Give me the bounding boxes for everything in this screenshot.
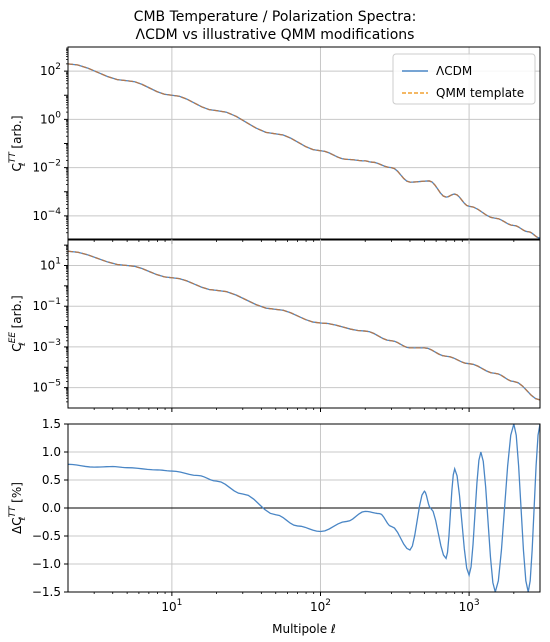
x-tick-label: 101	[161, 598, 182, 614]
x-tick-label: 102	[310, 598, 331, 614]
x-tick-base: 10	[161, 600, 176, 614]
y-label-sup: TT	[8, 505, 18, 517]
y-tick-label: 0.5	[42, 473, 61, 487]
y-tick-label: 10−1	[32, 297, 61, 313]
y-label-sub: ℓ	[18, 342, 28, 347]
axes-frame	[67, 423, 541, 593]
series-line-delta	[68, 424, 540, 592]
axes-frame	[67, 46, 541, 241]
y-tick-exp: 0	[55, 110, 61, 120]
y-axis-label: ΔCTTℓ [%]	[8, 482, 28, 534]
x-tick-exp: 1	[177, 598, 183, 608]
y-tick-exp: −1	[48, 297, 61, 307]
y-tick-label: −1.5	[32, 585, 61, 599]
y-axis-label: CEEℓ [arb.]	[8, 295, 28, 351]
y-tick-label: 10−5	[32, 379, 61, 395]
y-tick-label: 1.0	[42, 445, 61, 459]
x-tick-exp: 3	[474, 598, 480, 608]
y-label-main: C	[10, 163, 24, 171]
y-tick-base: 10	[32, 340, 47, 354]
y-tick-base: 10	[32, 381, 47, 395]
y-tick-label: 1.5	[42, 417, 61, 431]
y-tick-label: 10−3	[32, 338, 61, 354]
y-tick-base: 10	[40, 258, 55, 272]
y-tick-exp: −4	[48, 207, 62, 217]
x-tick-base: 10	[310, 600, 325, 614]
legend-label-qmm: QMM template	[436, 86, 524, 100]
series-line-qmm	[68, 250, 540, 401]
figure-title-line1: CMB Temperature / Polarization Spectra:	[134, 9, 417, 25]
series-line-qmm	[68, 63, 540, 239]
y-tick-base: 10	[32, 161, 47, 175]
y-axis-label: CTTℓ [arb.]	[8, 115, 28, 171]
x-tick-base: 10	[459, 600, 474, 614]
y-tick-label: 100	[40, 110, 61, 126]
y-tick-exp: −2	[48, 159, 61, 169]
y-label-sup: EE	[8, 332, 18, 344]
y-label-unit: [arb.]	[10, 295, 24, 332]
y-tick-label: 10−4	[32, 207, 61, 223]
y-tick-exp: 2	[55, 62, 61, 72]
x-tick-exp: 2	[325, 598, 331, 608]
y-tick-label: 102	[40, 62, 61, 78]
y-label-sub: ℓ	[18, 162, 28, 167]
y-label-main: C	[10, 343, 24, 351]
y-tick-base: 10	[40, 64, 55, 78]
y-tick-label: −1.0	[32, 557, 61, 571]
y-tick-base: 10	[40, 112, 55, 126]
y-tick-label: 0.0	[42, 501, 61, 515]
y-tick-exp: −3	[48, 338, 61, 348]
y-label-main: ΔC	[10, 517, 24, 534]
x-tick-label: 103	[459, 598, 480, 614]
y-label-sup: TT	[8, 151, 18, 163]
y-tick-base: 10	[32, 299, 47, 313]
y-tick-label: 10−2	[32, 159, 61, 175]
figure-title-line2: ΛCDM vs illustrative QMM modifications	[136, 27, 415, 43]
x-axis-label: Multipole ℓ	[272, 622, 336, 636]
legend-label-lcdm: ΛCDM	[436, 64, 472, 78]
legend: ΛCDM QMM template	[392, 53, 536, 105]
axes-frame	[67, 238, 541, 409]
y-label-unit: [%]	[10, 482, 24, 507]
y-label-unit: [arb.]	[10, 115, 24, 152]
y-label-sub: ℓ	[18, 517, 28, 522]
legend-frame	[392, 53, 536, 105]
y-tick-label: 101	[40, 256, 61, 272]
y-tick-label: −0.5	[32, 529, 61, 543]
y-tick-base: 10	[32, 209, 47, 223]
y-tick-exp: 1	[55, 256, 61, 266]
y-tick-exp: −5	[48, 379, 61, 389]
